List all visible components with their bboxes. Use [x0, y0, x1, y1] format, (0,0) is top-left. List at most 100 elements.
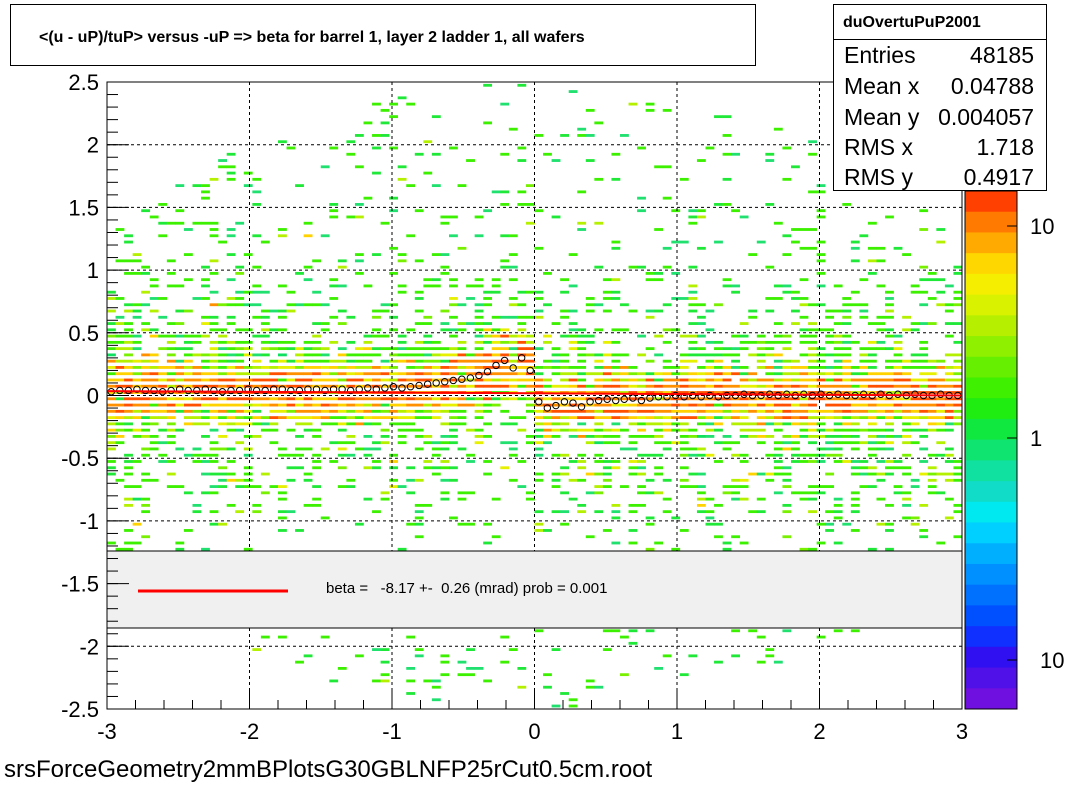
heatmap-cell	[483, 359, 493, 363]
heatmap-cell	[457, 422, 467, 426]
heatmap-cell	[397, 547, 407, 551]
heatmap-cell	[312, 503, 322, 507]
heatmap-cell	[295, 409, 304, 413]
heatmap-cell	[577, 384, 587, 388]
heatmap-cell	[389, 403, 398, 407]
heatmap-cell	[808, 152, 817, 156]
y-tick-label: -0.5	[61, 446, 99, 471]
heatmap-cell	[543, 359, 552, 363]
heatmap-cell	[688, 378, 698, 382]
heatmap-cell	[671, 384, 681, 388]
heatmap-cell	[149, 309, 159, 313]
heatmap-cell	[508, 378, 518, 382]
heatmap-cell	[876, 435, 886, 438]
heatmap-cell	[312, 485, 322, 488]
heatmap-cell	[816, 184, 826, 188]
heatmap-cell	[209, 378, 219, 382]
heatmap-cell	[175, 547, 185, 551]
heatmap-cell	[431, 409, 441, 413]
heatmap-cell	[679, 428, 689, 432]
heatmap-cell	[149, 435, 159, 438]
heatmap-cell	[568, 409, 578, 413]
heatmap-cell	[568, 347, 578, 351]
heatmap-cell	[808, 372, 817, 376]
heatmap-cell	[132, 403, 142, 407]
heatmap-cell	[278, 353, 287, 357]
heatmap-cell	[748, 403, 758, 407]
heatmap-cell	[893, 359, 903, 363]
heatmap-cell	[372, 378, 381, 382]
heatmap-cell	[414, 516, 424, 520]
heatmap-cell	[936, 366, 946, 369]
heatmap-cell	[474, 334, 484, 338]
heatmap-cell	[773, 127, 783, 131]
heatmap-cell	[269, 397, 279, 401]
x-tick-label: -3	[97, 719, 117, 744]
heatmap-cell	[799, 340, 809, 344]
heatmap-cell	[278, 359, 287, 363]
heatmap-cell	[688, 353, 698, 357]
heatmap-cell	[449, 428, 458, 432]
heatmap-cell	[594, 453, 604, 457]
heatmap-cell	[491, 384, 501, 388]
heatmap-cell	[662, 165, 672, 169]
heatmap-cell	[688, 309, 698, 313]
heatmap-cell	[346, 416, 356, 420]
heatmap-cell	[927, 409, 937, 413]
heatmap-cell	[431, 403, 441, 407]
heatmap-cell	[440, 491, 450, 495]
heatmap-cell	[662, 510, 672, 514]
heatmap-cell	[799, 334, 809, 338]
heatmap-cell	[500, 102, 510, 106]
heatmap-cell	[226, 253, 236, 256]
heatmap-cell	[876, 391, 886, 394]
heatmap-cell	[620, 378, 629, 382]
heatmap-cell	[543, 673, 552, 677]
heatmap-cell	[372, 409, 381, 413]
heatmap-cell	[585, 297, 595, 300]
heatmap-cell	[679, 391, 689, 394]
heatmap-cell	[893, 372, 903, 376]
heatmap-cell	[637, 422, 646, 426]
heatmap-cell	[124, 416, 133, 420]
heatmap-cell	[791, 228, 800, 231]
heatmap-cell	[671, 240, 681, 244]
heatmap-cell	[175, 334, 185, 338]
heatmap-cell	[295, 435, 304, 438]
heatmap-cell	[312, 397, 322, 401]
heatmap-cell	[893, 384, 903, 388]
heatmap-cell	[389, 359, 398, 363]
heatmap-cell	[944, 422, 954, 426]
heatmap-cell	[927, 297, 937, 300]
heatmap-cell	[594, 510, 604, 514]
heatmap-cell	[859, 428, 869, 432]
heatmap-cell	[833, 347, 843, 351]
heatmap-cell	[594, 491, 604, 495]
heatmap-cell	[508, 416, 518, 420]
heatmap-cell	[201, 460, 210, 463]
heatmap-cell	[919, 378, 929, 382]
heatmap-cell	[389, 397, 398, 401]
heatmap-cell	[183, 366, 193, 369]
heatmap-cell	[876, 315, 886, 319]
heatmap-cell	[372, 460, 381, 463]
heatmap-cell	[363, 497, 373, 501]
heatmap-cell	[876, 246, 886, 250]
heatmap-cell	[243, 366, 253, 369]
heatmap-cell	[543, 340, 552, 344]
heatmap-cell	[124, 422, 133, 426]
heatmap-cell	[671, 328, 681, 332]
heatmap-cell	[654, 441, 664, 445]
heatmap-cell	[867, 485, 877, 488]
heatmap-cell	[166, 284, 176, 288]
heatmap-cell	[833, 397, 843, 401]
heatmap-cell	[466, 397, 475, 401]
heatmap-cell	[500, 378, 510, 382]
heatmap-cell	[808, 347, 817, 351]
heatmap-cell	[483, 303, 493, 307]
heatmap-cell	[423, 347, 433, 351]
heatmap-cell	[893, 340, 903, 344]
heatmap-cell	[902, 491, 911, 495]
stats-label: Mean x	[844, 73, 920, 99]
heatmap-cell	[466, 673, 475, 677]
